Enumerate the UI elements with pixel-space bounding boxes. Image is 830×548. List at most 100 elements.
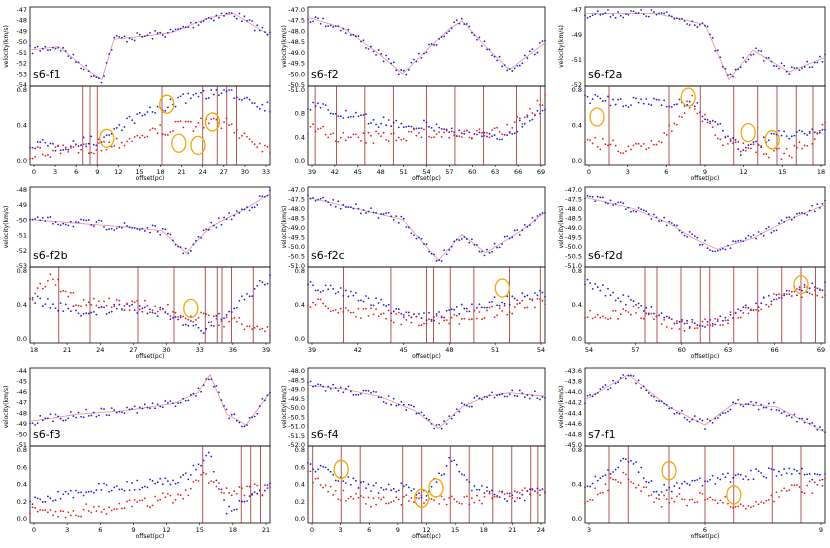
width-point-red: [798, 486, 801, 488]
width-point-red: [676, 123, 678, 126]
width-point-blue: [775, 475, 778, 477]
width-point-red: [195, 319, 197, 321]
velocity-point: [362, 389, 365, 392]
width-point-blue: [670, 490, 673, 493]
velocity-point: [90, 75, 93, 78]
width-point-blue: [87, 490, 90, 493]
velocity-point: [627, 206, 630, 209]
velocity-point: [317, 383, 319, 386]
velocity-point: [397, 222, 400, 224]
width-point-blue: [123, 126, 126, 128]
width-point-blue: [481, 485, 483, 487]
width-point-blue: [382, 488, 385, 491]
width-point-red: [752, 309, 755, 312]
velocity-point: [29, 422, 31, 425]
width-point-blue: [476, 133, 478, 136]
velocity-point: [614, 16, 617, 19]
velocity-point: [103, 408, 105, 411]
velocity-tick-label: -51.0: [288, 423, 305, 431]
width-point-red: [332, 309, 335, 312]
velocity-point: [624, 377, 627, 380]
velocity-point: [711, 250, 714, 253]
velocity-point: [337, 200, 340, 203]
width-point-blue: [624, 303, 627, 306]
velocity-point: [516, 229, 519, 231]
width-point-red: [334, 140, 337, 143]
width-point-blue: [166, 480, 169, 483]
width-point-red: [241, 323, 243, 326]
width-point-blue: [443, 316, 446, 319]
width-point-red: [92, 505, 95, 508]
width-point-red: [508, 495, 511, 498]
velocity-point: [205, 18, 208, 20]
width-point-blue: [526, 294, 529, 297]
velocity-fit-line: [307, 16, 546, 75]
velocity-point: [719, 56, 722, 59]
velocity-point: [435, 43, 438, 46]
velocity-point: [642, 13, 645, 16]
width-point-red: [90, 303, 93, 306]
width-point-blue: [339, 115, 342, 118]
velocity-point: [813, 210, 816, 213]
velocity-point: [400, 215, 403, 218]
width-point-red: [536, 99, 539, 102]
width-point-red: [410, 321, 413, 324]
x-tick-label: 30: [241, 168, 249, 176]
width-tick-label: 0.2: [17, 498, 27, 506]
width-point-red: [57, 515, 59, 518]
velocity-point: [228, 212, 231, 214]
velocity-point: [210, 378, 213, 381]
width-point-blue: [392, 310, 395, 313]
velocity-point: [796, 420, 798, 423]
velocity-tick-label: -43.8: [565, 378, 582, 386]
velocity-point: [435, 424, 438, 426]
width-point-red: [493, 127, 496, 130]
width-point-blue: [154, 312, 157, 315]
velocity-point: [85, 64, 88, 67]
width-point-red: [668, 317, 671, 320]
velocity-point: [54, 413, 57, 416]
velocity-point: [493, 396, 496, 399]
width-point-red: [228, 320, 231, 323]
width-point-red: [352, 133, 355, 136]
panel-name: s6-f1: [33, 68, 61, 81]
width-point-blue: [44, 500, 47, 503]
y-axis-label: velocity(km/s): [281, 386, 288, 429]
width-point-red: [90, 151, 93, 154]
width-point-red: [258, 489, 261, 492]
velocity-point: [647, 213, 650, 215]
velocity-point: [177, 245, 179, 248]
velocity-point: [714, 417, 717, 420]
velocity-point: [263, 195, 266, 198]
width-point-red: [601, 315, 604, 318]
width-point-red: [445, 129, 448, 132]
velocity-point: [387, 211, 390, 214]
width-point-blue: [584, 94, 586, 97]
width-point-red: [773, 149, 775, 152]
width-point-blue: [806, 134, 809, 136]
width-point-blue: [395, 490, 398, 493]
width-point-blue: [458, 313, 461, 315]
width-tick-label: 0.0: [572, 335, 582, 343]
width-point-blue: [808, 473, 811, 475]
width-point-red: [342, 131, 345, 134]
width-point-red: [347, 309, 350, 312]
velocity-point: [788, 216, 791, 219]
x-tick-label: 54: [585, 346, 593, 354]
width-point-blue: [584, 283, 586, 286]
width-point-red: [496, 495, 498, 498]
velocity-point: [640, 9, 643, 11]
width-point-red: [136, 134, 139, 137]
velocity-point: [481, 45, 483, 47]
width-point-red: [34, 507, 37, 509]
width-point-blue: [118, 488, 121, 491]
width-point-blue: [105, 134, 108, 137]
velocity-point: [601, 196, 604, 199]
velocity-point: [256, 24, 259, 27]
width-point-red: [420, 494, 423, 497]
width-point-red: [207, 482, 210, 484]
width-point-blue: [521, 493, 524, 496]
width-point-blue: [164, 477, 167, 480]
width-point-red: [192, 320, 195, 323]
width-point-red: [46, 511, 49, 514]
